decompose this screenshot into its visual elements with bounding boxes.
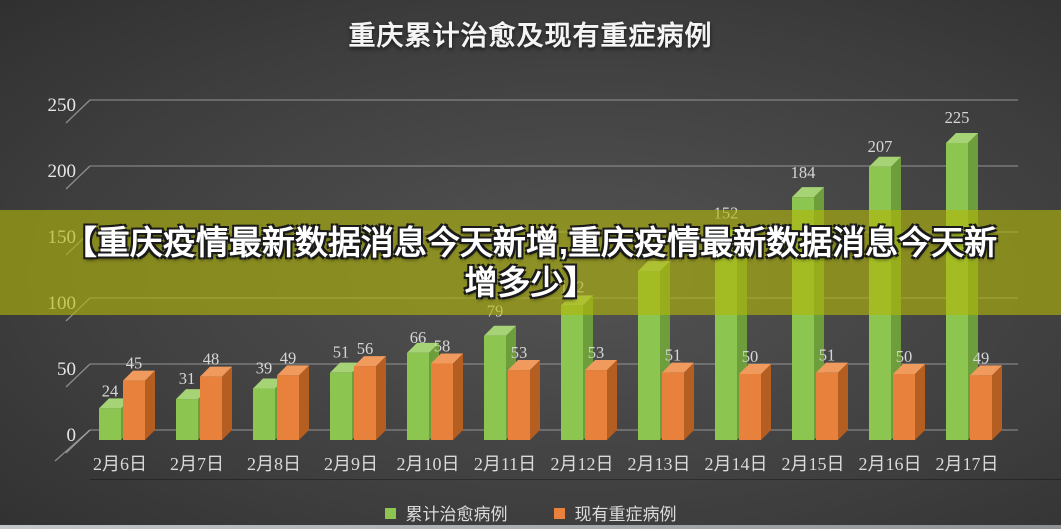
bottom-edge-strip <box>0 525 1061 529</box>
bar-severe <box>739 364 771 440</box>
y-tick-label: 250 <box>48 95 77 116</box>
bar-severe <box>431 353 463 440</box>
x-axis-label: 2月10日 <box>397 454 460 474</box>
watermark-line-1: 【重庆疫情最新数据消息今天新增,重庆疫情最新数据消息今天新 <box>63 223 998 261</box>
bar-value-label-cured: 207 <box>868 137 893 156</box>
x-axis-label: 2月13日 <box>628 454 691 474</box>
x-axis-label: 2月7日 <box>170 454 224 474</box>
x-axis-label: 2月16日 <box>859 454 922 474</box>
bar-severe <box>277 365 309 440</box>
bar-value-label-severe: 49 <box>280 348 297 367</box>
legend-label-severe: 现有重症病例 <box>574 505 677 524</box>
plot-bottom-divider <box>90 479 1061 480</box>
bar-severe <box>893 364 925 440</box>
x-axis-label: 2月8日 <box>247 454 301 474</box>
bar-value-label-severe: 45 <box>126 354 143 373</box>
bar-severe <box>508 360 540 440</box>
bar-value-label-severe: 50 <box>742 347 759 366</box>
legend-swatch-cured <box>384 507 396 519</box>
bar-value-label-severe: 50 <box>896 347 913 366</box>
bar-severe <box>123 370 155 440</box>
bar-value-label-severe: 56 <box>357 339 374 358</box>
y-tick-label: 200 <box>48 161 77 182</box>
bar-value-label-severe: 53 <box>511 343 528 362</box>
legend-swatch-severe <box>553 507 565 519</box>
gridline-left-diagonal <box>65 99 91 124</box>
bar-severe <box>200 366 232 440</box>
x-axis-label: 2月17日 <box>936 454 999 474</box>
bar-value-label-severe: 51 <box>819 346 836 365</box>
y-tick-label: 50 <box>57 359 76 380</box>
x-axis-label: 2月14日 <box>705 454 768 474</box>
bar-value-label-cured: 24 <box>102 381 119 400</box>
bar-value-label-cured: 66 <box>410 328 427 347</box>
bar-severe <box>816 362 848 440</box>
bar-value-label-cured: 39 <box>256 359 273 378</box>
x-axis-label: 2月9日 <box>324 454 378 474</box>
bar-value-label-severe: 48 <box>203 350 220 369</box>
legend-label-cured: 累计治愈病例 <box>405 505 508 524</box>
gridline-left-diagonal <box>65 165 91 190</box>
legend: 累计治愈病例 现有重症病例 <box>0 500 1061 525</box>
bar-value-label-cured: 225 <box>945 108 970 127</box>
x-axis-label: 2月12日 <box>551 454 614 474</box>
x-axis-label: 2月15日 <box>782 454 845 474</box>
bar-severe <box>662 362 694 440</box>
bar-value-label-cured: 184 <box>791 163 816 182</box>
gridline-left-diagonal <box>65 363 91 388</box>
bar-severe <box>585 360 617 440</box>
bar-value-label-severe: 53 <box>588 343 605 362</box>
bar-value-label-severe: 49 <box>973 348 990 367</box>
watermark-line-2: 增多少】 <box>464 263 597 301</box>
bar-value-label-severe: 51 <box>665 346 682 365</box>
y-tick-label: 0 <box>67 425 77 446</box>
chart-title: 重庆累计治愈及现有重症病例 <box>348 21 713 51</box>
watermark-banner: 【重庆疫情最新数据消息今天新增,重庆疫情最新数据消息今天新 增多少】 <box>0 210 1061 315</box>
bar-severe <box>354 356 386 440</box>
bar-value-label-severe: 58 <box>434 336 451 355</box>
floor-edge-diagonal <box>54 429 91 462</box>
x-axis-label: 2月11日 <box>474 454 536 474</box>
bar-value-label-cured: 31 <box>179 369 196 388</box>
bar-value-label-cured: 51 <box>333 343 350 362</box>
x-axis-label: 2月6日 <box>93 454 147 474</box>
bar-severe <box>970 365 1002 440</box>
